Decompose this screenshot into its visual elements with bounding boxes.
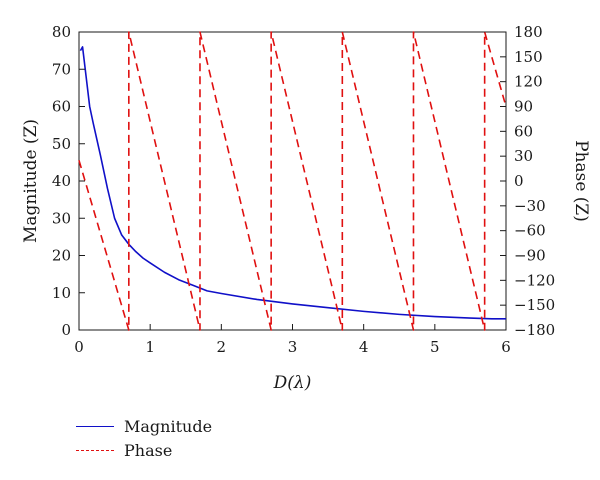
y-left-tick-label: 50 [52, 135, 71, 153]
dual-axis-line-chart: 0 1 2 3 4 5 601020304050607080−180−150−120−90−… [21, 23, 591, 393]
y-right-tick-label: 60 [514, 122, 533, 140]
legend-swatch-phase [76, 449, 114, 451]
legend: Magnitude Phase [76, 414, 212, 462]
y-left-tick-label: 30 [52, 209, 71, 227]
y-right-tick-label: −150 [514, 296, 555, 314]
y-right-tick-label: 120 [514, 73, 543, 91]
x-tick-label: 6 [501, 338, 511, 356]
y-right-tick-label: −60 [514, 222, 546, 240]
y-right-tick-label: −30 [514, 197, 546, 215]
series-line-phase [78, 31, 507, 331]
y-left-tick-label: 10 [52, 284, 71, 302]
y-left-tick-label: 0 [61, 321, 71, 339]
y-right-tick-label: −120 [514, 271, 555, 289]
x-tick-label: 1 [145, 338, 155, 356]
x-tick-label: 4 [359, 338, 369, 356]
legend-swatch-magnitude [76, 425, 114, 427]
legend-label-phase: Phase [124, 440, 173, 460]
y-axis-label-right: Phase (Z) [571, 140, 591, 222]
legend-label-magnitude: Magnitude [124, 416, 213, 436]
x-tick-label: 3 [288, 338, 298, 356]
x-tick-label: 5 [430, 338, 440, 356]
y-left-tick-label: 70 [52, 60, 71, 78]
y-left-tick-label: 60 [52, 98, 71, 116]
y-right-tick-label: 150 [514, 48, 543, 66]
y-right-tick-label: 90 [514, 98, 533, 116]
y-left-tick-label: 20 [52, 247, 71, 265]
y-axis-label-left: Magnitude (Z) [21, 119, 41, 243]
series-line-magnitude [79, 46, 506, 320]
y-right-tick-label: −180 [514, 321, 555, 339]
y-right-tick-label: 0 [514, 172, 524, 190]
y-right-tick-label: 180 [514, 23, 543, 41]
y-left-tick-label: 80 [52, 23, 71, 41]
y-left-tick-label: 40 [52, 172, 71, 190]
legend-item-phase: Phase [76, 438, 212, 462]
x-tick-label: 0 [74, 338, 84, 356]
x-tick-label: 2 [217, 338, 227, 356]
x-axis-label: D(λ) [273, 373, 312, 393]
y-right-tick-label: 30 [514, 147, 533, 165]
legend-item-magnitude: Magnitude [76, 414, 212, 438]
y-right-tick-label: −90 [514, 247, 546, 265]
plot-frame [78, 31, 507, 331]
